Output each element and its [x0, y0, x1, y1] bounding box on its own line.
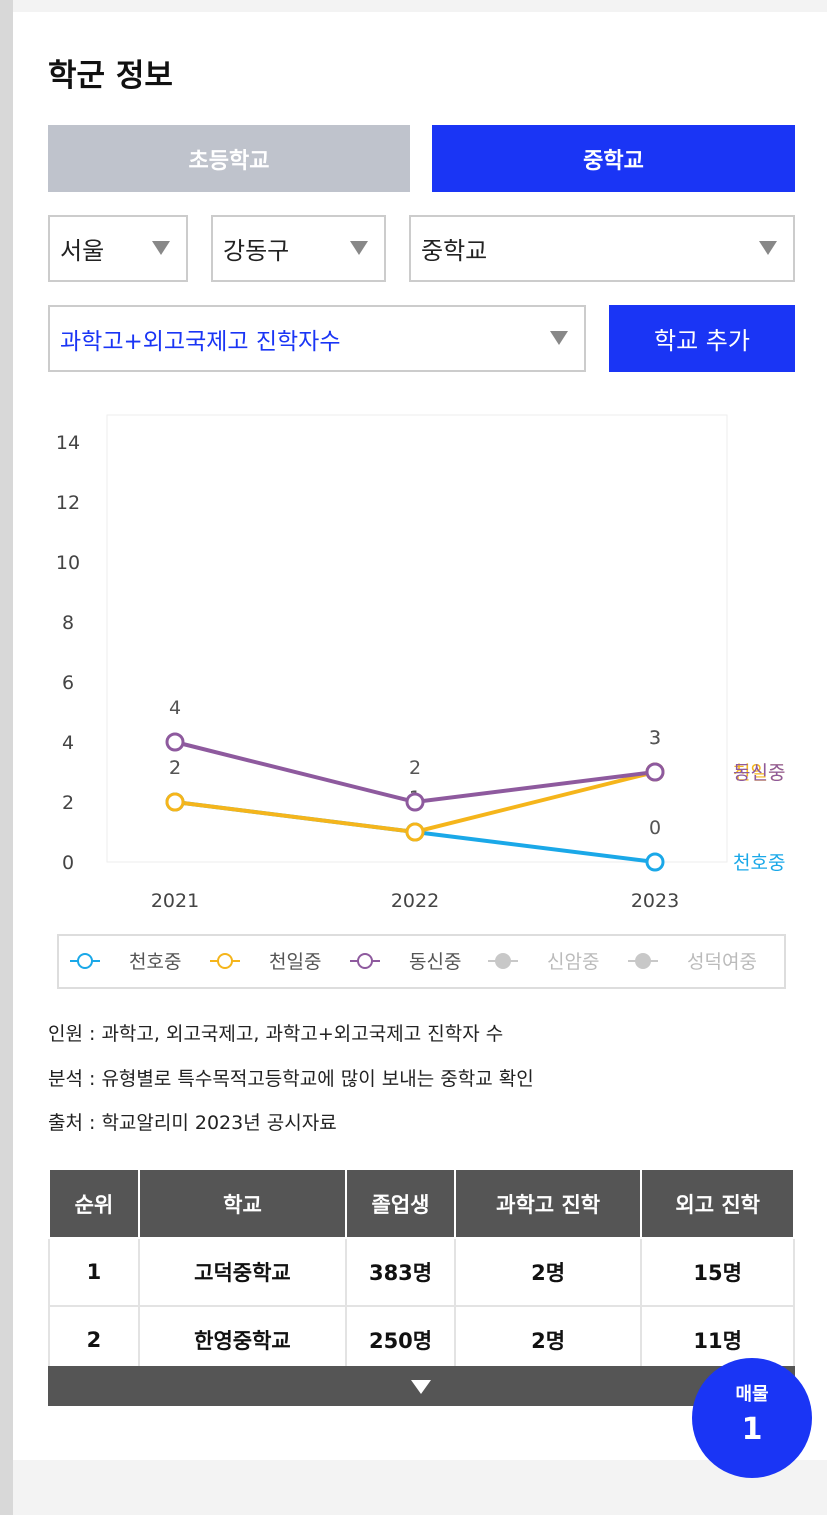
cell: 383명 — [345, 1237, 456, 1307]
data-label: 0 — [649, 817, 661, 839]
y-tick-label: 8 — [62, 612, 74, 634]
point — [645, 852, 665, 872]
header-cell: 학교 — [137, 1168, 348, 1239]
tab-active[interactable]: 중학교 — [432, 125, 795, 192]
data-label: 2 — [409, 757, 421, 779]
x-tick-label: 2022 — [391, 890, 439, 912]
legend-marker — [357, 953, 373, 969]
plot-area — [106, 414, 728, 863]
data-label: 3 — [649, 727, 661, 749]
cell: 2 — [48, 1305, 140, 1375]
header-row: 순위 학교 졸업생 과학고 진학 외고 진학 — [48, 1168, 795, 1239]
series-end-label: 천호중 — [733, 852, 785, 874]
y-tick-label: 4 — [62, 732, 74, 754]
cell: 고덕중학교 — [137, 1237, 348, 1307]
legend-marker — [217, 953, 233, 969]
data-label: 4 — [169, 697, 181, 719]
y-tick-label: 0 — [62, 852, 74, 874]
point — [165, 732, 185, 752]
point — [405, 792, 425, 812]
series-end-label: 동신중 — [733, 762, 785, 784]
legend-marker — [77, 953, 93, 969]
y-tick-label: 6 — [62, 672, 74, 694]
badge-count: 1 — [741, 1412, 763, 1447]
expand-arrow — [411, 1380, 431, 1394]
y-tick-label: 10 — [56, 552, 80, 574]
data-label: 2 — [169, 757, 181, 779]
tab[interactable]: 초등학교 — [48, 125, 410, 192]
select-text: 중학교 — [421, 237, 488, 265]
y-tick-label: 14 — [56, 432, 80, 454]
legend-label: 신암중 — [547, 951, 599, 973]
note: 분석 : 유형별로 특수목적고등학교에 많이 보내는 중학교 확인 — [48, 1068, 534, 1090]
select-text: 서울 — [60, 237, 105, 265]
select-text: 강동구 — [223, 237, 290, 265]
data-label: 2 — [169, 757, 181, 779]
legend-label: 천일중 — [269, 951, 321, 973]
cell: 2명 — [453, 1237, 643, 1307]
point — [405, 822, 425, 842]
note: 인원 : 과학고, 외고국제고, 과학고+외고국제고 진학자 수 — [48, 1023, 504, 1045]
legend-marker — [635, 953, 651, 969]
row: 1 고덕중학교 383명 2명 15명 — [48, 1237, 795, 1307]
cell: 250명 — [345, 1305, 456, 1375]
ranking-table: 순위 학교 졸업생 과학고 진학 외고 진학 1 고덕중학교 383명 2명 1… — [48, 1168, 795, 1375]
expand-bar[interactable] — [48, 1366, 795, 1406]
note: 출처 : 학교알리미 2023년 공시자료 — [48, 1112, 337, 1134]
header-cell: 과학고 진학 — [453, 1168, 643, 1239]
y-tick-label: 12 — [56, 492, 80, 514]
x-tick-label: 2023 — [631, 890, 679, 912]
select-text: 과학고+외고국제고 진학자수 — [60, 328, 341, 355]
add-school-button[interactable]: 학교 추가 — [609, 305, 795, 372]
point — [645, 762, 665, 782]
chart: 02468101214202120222023210천호중213천일중423동신… — [56, 414, 786, 989]
legend-marker — [495, 953, 511, 969]
listing-badge[interactable]: 매물 1 — [692, 1358, 812, 1478]
badge-label: 매물 — [735, 1384, 769, 1405]
x-tick-label: 2021 — [151, 890, 199, 912]
select[interactable]: 과학고+외고국제고 진학자수 — [48, 305, 586, 372]
cell: 한영중학교 — [137, 1305, 348, 1375]
point — [165, 792, 185, 812]
legend-box — [57, 934, 786, 989]
title: 학군 정보 — [48, 58, 173, 94]
select[interactable]: 강동구 — [211, 215, 386, 282]
data-label: 3 — [649, 727, 661, 749]
legend-label: 성덕여중 — [687, 951, 757, 973]
y-tick-label: 2 — [62, 792, 74, 814]
legend-label: 천호중 — [129, 951, 181, 973]
header-cell: 외고 진학 — [640, 1168, 795, 1239]
cell: 15명 — [640, 1237, 795, 1307]
header-cell: 졸업생 — [345, 1168, 456, 1239]
select[interactable]: 중학교 — [409, 215, 795, 282]
cell: 2명 — [453, 1305, 643, 1375]
header-cell: 순위 — [48, 1168, 140, 1239]
series-end-label: 천일중 — [733, 762, 785, 784]
row: 2 한영중학교 250명 2명 11명 — [48, 1305, 795, 1375]
cell: 1 — [48, 1237, 140, 1307]
background-strip — [0, 0, 13, 1515]
select[interactable]: 서울 — [48, 215, 188, 282]
legend-label: 동신중 — [409, 951, 461, 973]
